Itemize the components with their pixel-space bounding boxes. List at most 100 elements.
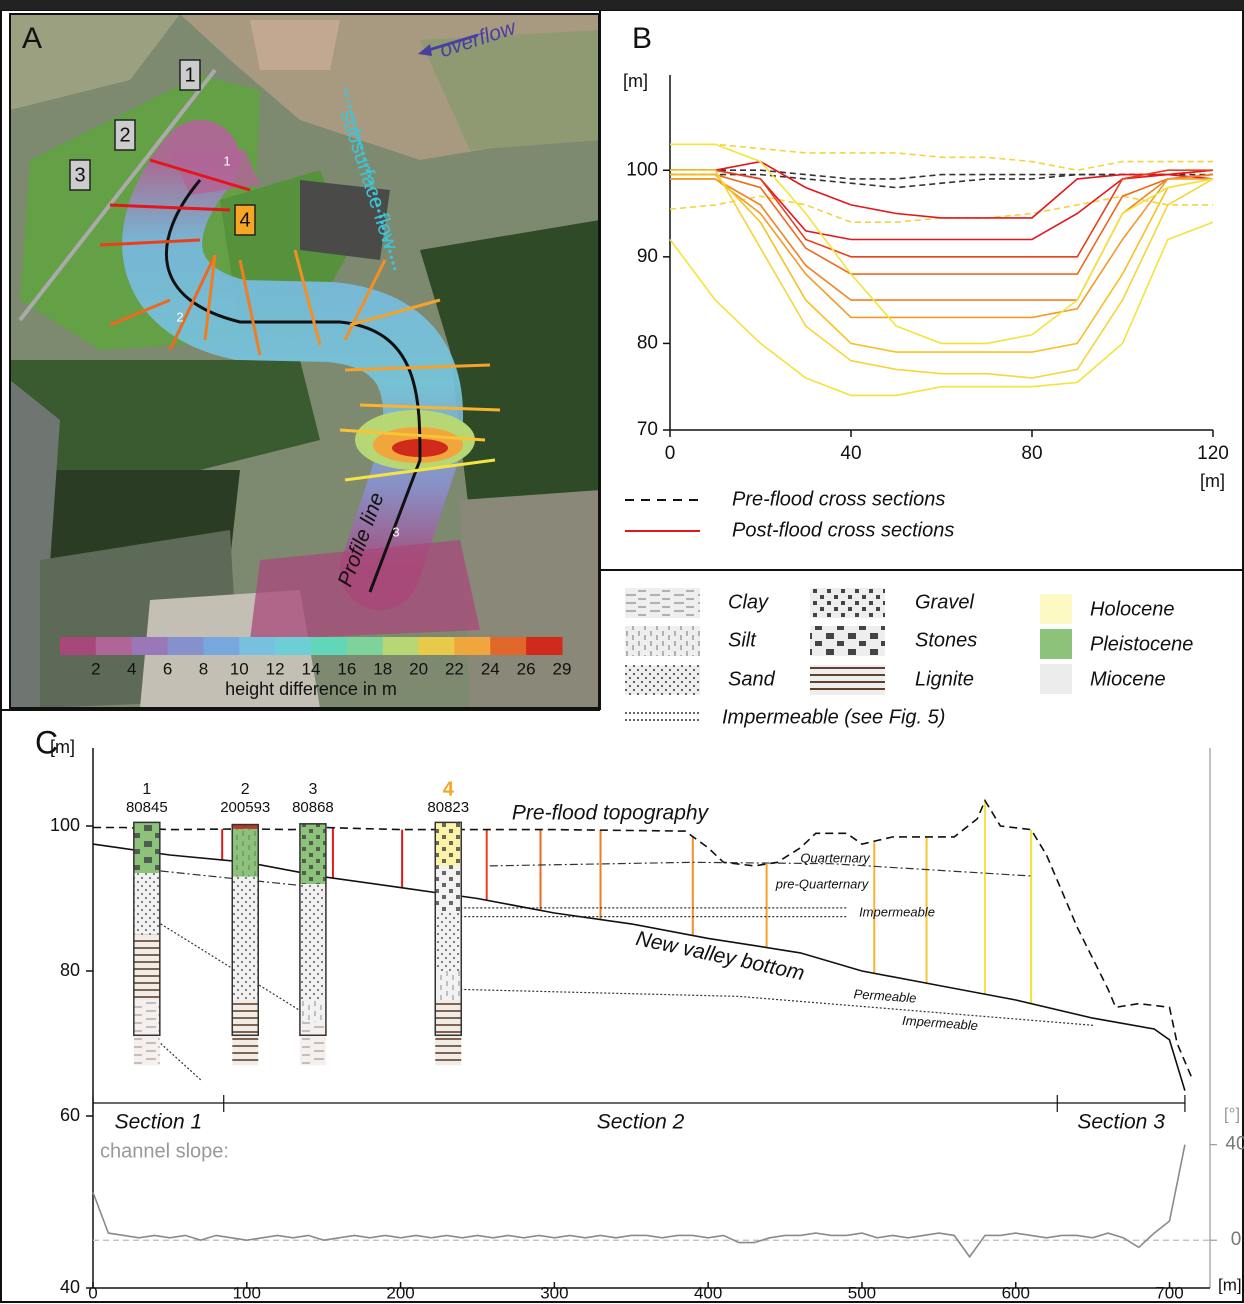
profile-point-label: 2	[176, 309, 183, 324]
y-tick-label: 100	[626, 159, 658, 180]
y2-unit: [°]	[1224, 1104, 1240, 1123]
colorbar-tick-label: 20	[409, 659, 428, 678]
colorbar-tick-label: 22	[445, 659, 464, 678]
borehole-number: 1	[142, 781, 151, 798]
site-label: 2	[119, 124, 130, 146]
panel-label: B	[632, 22, 652, 55]
site-label: 3	[74, 164, 85, 186]
aerial-map	[10, 14, 600, 708]
colorbar-tick-label: 16	[337, 659, 356, 678]
borehole-number: 4	[443, 778, 455, 800]
x-tick-label: 700	[1155, 1283, 1183, 1302]
legend-pattern	[625, 588, 700, 618]
colorbar-swatch	[347, 637, 383, 655]
annotation: Quarternary	[800, 850, 871, 865]
borehole-layer-pattern	[134, 822, 160, 873]
legend-label: Post-flood cross sections	[732, 519, 954, 541]
borehole-id: 80823	[427, 799, 469, 816]
profile-point-label: 1	[223, 153, 230, 168]
borehole-number: 2	[241, 781, 250, 798]
legend-label: Holocene	[1090, 598, 1175, 620]
panel-label: A	[22, 22, 42, 55]
x-unit: [m]	[1200, 471, 1225, 491]
colorbar-swatch	[383, 637, 419, 655]
borehole-layer-pattern	[300, 1000, 326, 1022]
x-tick-label: 400	[694, 1283, 722, 1302]
y-tick-label: 80	[637, 332, 658, 353]
legend-label: Impermeable (see Fig. 5)	[722, 706, 945, 728]
site-label: 1	[184, 64, 195, 86]
legend-pattern	[625, 665, 700, 695]
borehole-layer-pattern	[134, 935, 160, 1000]
x-tick-label: 40	[840, 443, 861, 464]
colorbar-tick-label: 18	[373, 659, 392, 678]
borehole-layer-pattern	[435, 1000, 461, 1065]
y2-tick-label: 40	[1225, 1134, 1244, 1155]
section-label: Section 1	[115, 1111, 203, 1134]
annotation: Impermeable	[859, 904, 935, 919]
borehole-layer-pattern	[435, 971, 461, 1000]
y-unit: [m]	[623, 71, 648, 91]
legend-label: Silt	[728, 629, 757, 651]
x-unit: [m]	[1218, 1275, 1242, 1294]
colorbar-tick-label: 8	[199, 659, 208, 678]
section-label: Section 2	[597, 1111, 685, 1134]
y-tick-label: 70	[637, 419, 658, 440]
colorbar-title: height difference in m	[225, 679, 397, 699]
borehole-layer-pattern	[134, 1000, 160, 1065]
colorbar-swatch	[311, 637, 347, 655]
colorbar-swatch	[203, 637, 239, 655]
x-tick-label: 0	[665, 443, 676, 464]
legend-label: Lignite	[915, 668, 974, 690]
y-tick-label: 100	[50, 815, 80, 835]
legend-pattern	[810, 588, 885, 618]
legend-label: Sand	[728, 668, 776, 690]
profile-point-label: 3	[392, 524, 399, 539]
x-tick-label: 300	[540, 1283, 568, 1302]
top-bar	[0, 0, 1244, 10]
figure: A1234123overflowsubsurface flowProfile l…	[0, 0, 1244, 1304]
colorbar-swatch	[275, 637, 311, 655]
legend-label: Clay	[728, 591, 769, 613]
x-tick-label: 0	[88, 1283, 97, 1302]
legend-label: Stones	[915, 629, 977, 651]
x-tick-label: 600	[1002, 1283, 1030, 1302]
colorbar-tick-label: 6	[163, 659, 172, 678]
colorbar-tick-label: 26	[517, 659, 536, 678]
geologic-contact	[161, 924, 301, 1011]
colorbar-swatch	[454, 637, 490, 655]
legend-label: Pleistocene	[1090, 633, 1193, 655]
colorbar-swatch	[168, 637, 204, 655]
chart-title: channel slope:	[100, 1140, 229, 1162]
y-tick-label: 40	[60, 1277, 80, 1297]
borehole-id: 80845	[126, 799, 168, 816]
legend-label: Pre-flood cross sections	[732, 488, 945, 510]
borehole-layer-pattern	[232, 1000, 258, 1065]
colorbar-tick-label: 2	[91, 659, 100, 678]
geologic-contact	[448, 989, 1094, 1025]
site-label: 4	[239, 209, 250, 231]
legend-pattern	[810, 665, 885, 695]
y-unit: [m]	[50, 737, 75, 757]
annotation: Impermeable	[902, 1013, 979, 1033]
x-tick-label: 200	[386, 1283, 414, 1302]
data-line	[670, 170, 1213, 239]
borehole-layer-pattern	[435, 822, 461, 866]
legend-label: Miocene	[1090, 668, 1166, 690]
legend-pattern	[810, 626, 885, 656]
borehole-id: 80868	[292, 799, 334, 816]
annotation: Permeable	[853, 986, 917, 1005]
y-tick-label: 60	[60, 1105, 80, 1125]
borehole-layer-pattern	[300, 1022, 326, 1066]
borehole-layer-pattern	[435, 913, 461, 971]
geologic-contact	[161, 871, 301, 886]
borehole-layer-pattern	[232, 829, 258, 877]
colorbar-tick-label: 24	[481, 659, 500, 678]
x-tick-label: 100	[233, 1283, 261, 1302]
geologic-contact	[161, 1044, 201, 1080]
colorbar-tick-label: 12	[266, 659, 285, 678]
data-line	[670, 144, 1213, 170]
x-tick-label: 500	[848, 1283, 876, 1302]
colorbar-tick-label: 10	[230, 659, 249, 678]
borehole-layer-pattern	[232, 877, 258, 1000]
